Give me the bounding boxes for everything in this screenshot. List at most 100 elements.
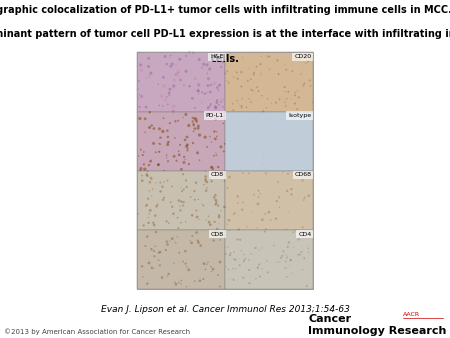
Point (179, 189, 186, 194)
Point (261, 211, 269, 217)
Point (279, 169, 287, 175)
Point (207, 134, 214, 139)
Point (252, 50, 259, 55)
Point (298, 249, 305, 255)
Point (244, 78, 252, 83)
Point (258, 245, 265, 251)
Point (266, 54, 273, 59)
Point (161, 195, 168, 200)
Point (172, 119, 179, 124)
Point (285, 240, 292, 245)
Point (174, 215, 181, 220)
Point (182, 69, 189, 74)
Point (202, 217, 210, 223)
Point (243, 145, 250, 151)
Point (212, 105, 220, 110)
Point (303, 284, 310, 289)
Point (164, 140, 171, 145)
Point (189, 119, 196, 124)
Point (267, 217, 274, 222)
Point (272, 120, 279, 125)
Point (176, 250, 183, 256)
Point (211, 129, 218, 134)
Point (194, 214, 201, 220)
Point (259, 162, 266, 167)
Point (200, 203, 207, 208)
Point (292, 228, 300, 233)
Point (191, 188, 198, 194)
Point (150, 266, 158, 271)
Point (152, 180, 159, 186)
Point (176, 152, 183, 158)
Point (307, 119, 315, 124)
Point (283, 67, 290, 73)
Point (212, 117, 219, 122)
Point (212, 197, 219, 202)
Point (171, 261, 178, 266)
Point (212, 150, 220, 155)
Point (238, 207, 246, 213)
Point (196, 57, 203, 62)
Point (306, 145, 314, 150)
Point (224, 244, 231, 249)
Point (165, 139, 172, 145)
Point (150, 126, 158, 131)
Point (165, 271, 172, 276)
Point (147, 208, 154, 213)
Point (263, 172, 270, 177)
Point (216, 284, 224, 289)
Point (282, 252, 289, 258)
Point (217, 65, 225, 70)
Point (295, 252, 302, 257)
Point (290, 136, 297, 141)
Point (264, 96, 271, 101)
Point (196, 132, 203, 138)
Point (203, 71, 211, 76)
Point (172, 72, 179, 77)
Point (252, 276, 260, 281)
Point (195, 240, 202, 245)
Point (301, 255, 308, 261)
Point (230, 74, 237, 80)
Point (227, 138, 234, 144)
Point (214, 226, 221, 232)
Point (196, 278, 203, 284)
Point (166, 90, 173, 96)
Point (203, 179, 211, 185)
Point (148, 123, 155, 128)
Point (250, 72, 257, 77)
Point (282, 259, 289, 264)
Point (257, 191, 264, 196)
Point (301, 231, 308, 236)
Point (139, 152, 146, 158)
Point (210, 153, 217, 159)
Point (185, 267, 193, 272)
Point (182, 219, 189, 225)
Point (275, 72, 282, 77)
Point (217, 99, 225, 105)
Point (238, 103, 245, 109)
Point (146, 179, 153, 185)
Point (198, 90, 206, 95)
Point (172, 282, 180, 287)
Point (169, 204, 176, 210)
Point (166, 238, 174, 244)
Point (184, 148, 191, 153)
Point (153, 204, 160, 209)
Point (160, 179, 167, 185)
Point (220, 149, 227, 154)
Point (250, 70, 257, 75)
Point (180, 82, 188, 88)
Point (292, 115, 300, 120)
Point (140, 149, 148, 155)
Point (170, 211, 177, 216)
Point (200, 276, 207, 282)
Point (172, 62, 180, 68)
Point (202, 267, 209, 272)
Point (158, 135, 165, 140)
Point (207, 264, 215, 269)
Point (249, 88, 256, 93)
Point (148, 265, 156, 270)
Point (215, 203, 222, 208)
Point (217, 144, 225, 149)
